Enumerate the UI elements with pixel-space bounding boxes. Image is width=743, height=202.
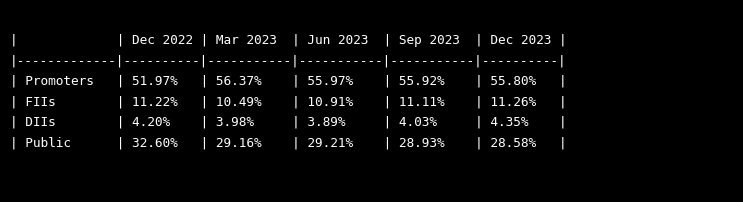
Text: |             | Dec 2022 | Mar 2023  | Jun 2023  | Sep 2023  | Dec 2023 |
|-----: | | Dec 2022 | Mar 2023 | Jun 2023 | Sep… — [10, 34, 566, 148]
